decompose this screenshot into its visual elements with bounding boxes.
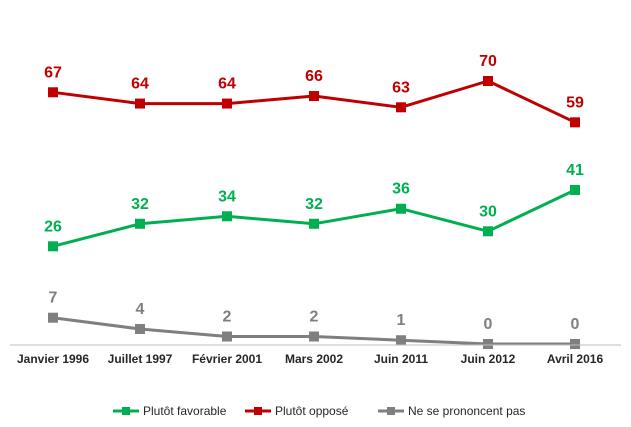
data-label-plutot-oppose: 59	[566, 94, 584, 111]
data-point-ne-se-prononcent-pas	[570, 339, 580, 349]
data-point-plutot-favorable	[222, 211, 232, 222]
data-label-plutot-favorable: 41	[566, 162, 584, 179]
data-label-plutot-oppose: 66	[305, 68, 323, 85]
data-point-ne-se-prononcent-pas	[222, 331, 232, 342]
series-plutot-oppose: 67 64 64 66 63 70 59	[44, 53, 584, 128]
data-label-plutot-oppose: 67	[44, 64, 62, 81]
x-tick-label: Janvier 1996	[17, 352, 89, 366]
data-point-ne-se-prononcent-pas	[309, 331, 319, 342]
data-label-ne-se-prononcent-pas: 0	[484, 316, 493, 333]
data-label-ne-se-prononcent-pas: 7	[49, 290, 58, 307]
data-label-plutot-oppose: 63	[392, 79, 410, 96]
data-point-plutot-favorable	[135, 218, 145, 229]
data-point-plutot-favorable	[48, 241, 58, 252]
data-point-ne-se-prononcent-pas	[48, 312, 58, 323]
legend-item-ne-se-prononcent-pas: Ne se prononcent pas	[378, 404, 525, 418]
data-label-ne-se-prononcent-pas: 1	[397, 312, 406, 329]
data-point-plutot-oppose	[309, 91, 319, 102]
x-tick-label: Mars 2002	[285, 352, 343, 366]
data-point-ne-se-prononcent-pas	[135, 323, 145, 334]
data-point-plutot-oppose	[222, 98, 232, 109]
legend-swatch-marker	[387, 407, 395, 415]
legend-item-plutot-favorable: Plutôt favorable	[113, 404, 227, 418]
legend-label: Ne se prononcent pas	[408, 404, 525, 418]
data-point-plutot-oppose	[135, 98, 145, 109]
series-ne-se-prononcent-pas: 7 4 2 2 1 0 0	[48, 290, 580, 349]
x-tick-labels: Janvier 1996 Juillet 1997 Février 2001 Mars…	[17, 352, 603, 366]
data-label-plutot-favorable: 34	[218, 188, 236, 205]
data-label-ne-se-prononcent-pas: 0	[571, 316, 580, 333]
data-label-plutot-oppose: 64	[131, 76, 149, 93]
data-label-plutot-favorable: 32	[131, 196, 149, 213]
data-label-plutot-oppose: 64	[218, 76, 236, 93]
x-tick-label: Juin 2011	[374, 352, 428, 366]
x-tick-label: Juillet 1997	[108, 352, 173, 366]
data-label-plutot-favorable: 36	[392, 181, 410, 198]
data-point-plutot-oppose	[48, 87, 58, 98]
data-point-plutot-favorable	[396, 203, 406, 214]
legend-label: Plutôt opposé	[275, 404, 349, 418]
data-label-ne-se-prononcent-pas: 2	[223, 308, 232, 325]
x-tick-label: Avril 2016	[547, 352, 604, 366]
legend-swatch-marker	[254, 407, 262, 415]
x-tick-label: Juin 2012	[461, 352, 516, 366]
legend-item-plutot-oppose: Plutôt opposé	[245, 404, 349, 418]
data-label-plutot-favorable: 32	[305, 196, 323, 213]
data-label-plutot-oppose: 70	[479, 53, 497, 70]
legend-label: Plutôt favorable	[143, 404, 227, 418]
data-point-plutot-oppose	[570, 117, 580, 128]
data-point-ne-se-prononcent-pas	[396, 335, 406, 346]
data-point-plutot-oppose	[396, 102, 406, 113]
data-label-plutot-favorable: 30	[479, 203, 497, 220]
data-point-ne-se-prononcent-pas	[483, 339, 493, 349]
data-point-plutot-favorable	[570, 184, 580, 195]
data-label-plutot-favorable: 26	[44, 218, 62, 235]
data-label-ne-se-prononcent-pas: 4	[136, 301, 145, 318]
series-plutot-favorable: 26 32 34 32 36 30 41	[44, 162, 584, 252]
data-point-plutot-favorable	[309, 218, 319, 229]
legend: Plutôt favorable Plutôt opposé Ne se prono…	[113, 404, 525, 418]
legend-swatch-marker	[122, 407, 130, 415]
data-point-plutot-favorable	[483, 226, 493, 237]
x-tick-label: Février 2001	[192, 352, 262, 366]
data-label-ne-se-prononcent-pas: 2	[310, 308, 319, 325]
data-point-plutot-oppose	[483, 76, 493, 87]
series-layer: 26 32 34 32 36 30 41 67 64 64 66 63 70 59 7 4 2 2 1 0 0	[44, 53, 584, 349]
